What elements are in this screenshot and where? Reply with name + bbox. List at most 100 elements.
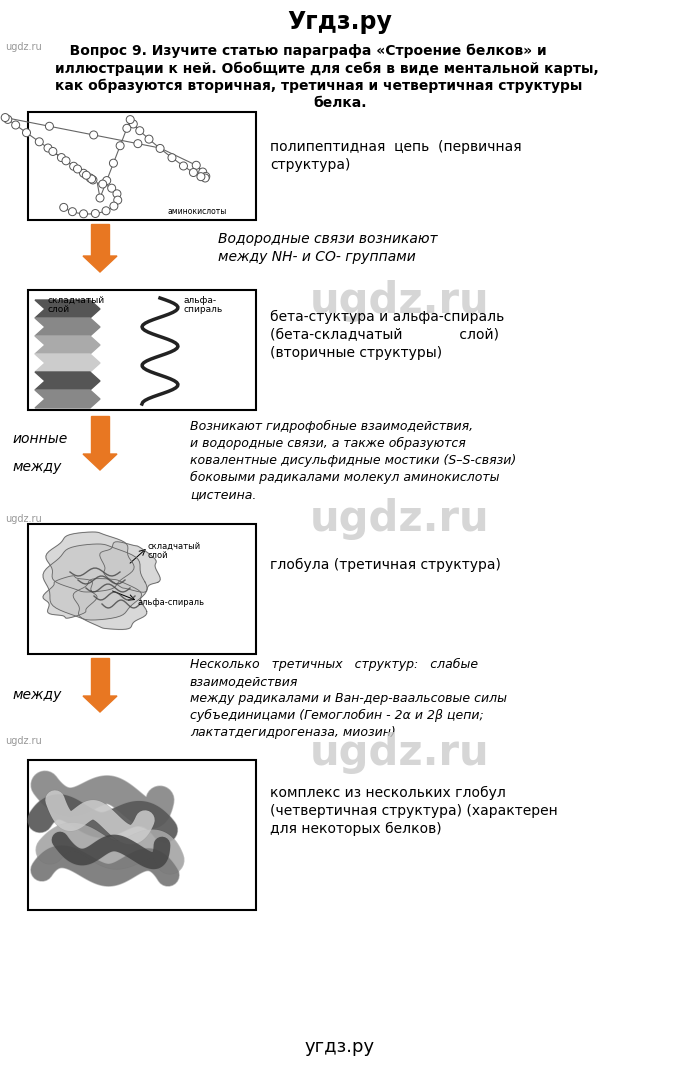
Polygon shape — [35, 335, 100, 354]
Bar — [91, 224, 109, 256]
Circle shape — [35, 137, 44, 146]
Text: взаимодействия: взаимодействия — [190, 675, 299, 688]
Text: альфа-: альфа- — [183, 296, 216, 305]
Text: комплекс из нескольких глобул: комплекс из нескольких глобул — [270, 786, 506, 800]
Text: белка.: белка. — [313, 96, 367, 110]
Text: Вопрос 9. Изучите статью параграфа «Строение белков» и: Вопрос 9. Изучите статью параграфа «Стро… — [55, 44, 547, 59]
Bar — [91, 658, 109, 697]
Text: Возникают гидрофобные взаимодействия,: Возникают гидрофобные взаимодействия, — [190, 420, 473, 433]
Circle shape — [168, 153, 176, 162]
Text: спираль: спираль — [183, 305, 222, 314]
Circle shape — [103, 177, 111, 184]
Text: ugdz.ru: ugdz.ru — [5, 736, 41, 746]
Bar — [91, 416, 109, 454]
Text: Угдз.ру: Угдз.ру — [288, 10, 392, 34]
Circle shape — [88, 175, 96, 183]
Polygon shape — [83, 697, 117, 712]
Text: как образуются вторичная, третичная и четвертичная структуры: как образуются вторичная, третичная и че… — [55, 79, 582, 94]
Text: полипептидная  цепь  (первичная: полипептидная цепь (первичная — [270, 140, 522, 154]
Text: субъединицами (Гемоглобин - 2α и 2β цепи;: субъединицами (Гемоглобин - 2α и 2β цепи… — [190, 709, 483, 722]
Text: складчатый: складчатый — [48, 296, 105, 305]
Circle shape — [110, 202, 118, 210]
Circle shape — [49, 147, 57, 155]
Circle shape — [107, 184, 116, 192]
Polygon shape — [35, 318, 100, 335]
Circle shape — [109, 159, 118, 167]
Text: ugdz.ru: ugdz.ru — [310, 732, 490, 774]
Text: (четвертичная структура) (характерен: (четвертичная структура) (характерен — [270, 804, 558, 818]
Circle shape — [114, 196, 122, 204]
Text: бета-стуктура и альфа-спираль: бета-стуктура и альфа-спираль — [270, 310, 505, 324]
Text: аминокислоты: аминокислоты — [168, 207, 227, 216]
Text: боковыми радикалами молекул аминокислоты: боковыми радикалами молекул аминокислоты — [190, 471, 500, 485]
Bar — [28, 290, 256, 410]
Circle shape — [1, 114, 10, 121]
Bar — [28, 760, 256, 910]
Text: угдз.ру: угдз.ру — [305, 1038, 375, 1056]
Circle shape — [89, 176, 97, 184]
Polygon shape — [43, 576, 97, 618]
Polygon shape — [35, 372, 100, 390]
Circle shape — [116, 142, 124, 150]
Text: слой: слой — [148, 551, 169, 560]
Circle shape — [91, 210, 99, 217]
Text: ugdz.ru: ugdz.ru — [5, 42, 41, 52]
Polygon shape — [46, 532, 134, 592]
Circle shape — [126, 116, 134, 124]
Circle shape — [190, 168, 197, 177]
Text: и водородные связи, а также образуются: и водородные связи, а также образуются — [190, 437, 466, 450]
Circle shape — [202, 173, 210, 180]
Circle shape — [69, 208, 76, 216]
Bar — [28, 524, 256, 654]
Polygon shape — [35, 354, 100, 372]
Circle shape — [80, 210, 88, 218]
Circle shape — [80, 169, 88, 177]
Polygon shape — [83, 256, 117, 272]
Circle shape — [199, 168, 207, 176]
Text: ugdz.ru: ugdz.ru — [5, 514, 41, 524]
Text: Водородные связи возникают: Водородные связи возникают — [218, 232, 438, 246]
Text: между: между — [12, 460, 61, 474]
Circle shape — [44, 144, 52, 152]
Polygon shape — [35, 300, 100, 318]
Circle shape — [60, 203, 68, 212]
Circle shape — [145, 135, 153, 143]
Circle shape — [73, 165, 82, 173]
Text: глобула (третичная структура): глобула (третичная структура) — [270, 558, 501, 572]
Text: лактатдегидрогеназа, миозин): лактатдегидрогеназа, миозин) — [190, 726, 396, 739]
Text: слой: слой — [48, 305, 70, 314]
Text: между радикалами и Ван-дер-ваальсовые силы: между радикалами и Ван-дер-ваальсовые си… — [190, 692, 507, 705]
Circle shape — [69, 162, 78, 170]
Bar — [28, 112, 256, 220]
Circle shape — [46, 122, 54, 130]
Text: (бета-складчатый             слой): (бета-складчатый слой) — [270, 328, 499, 342]
Text: ковалентные дисульфидные мостики (S–S-связи): ковалентные дисульфидные мостики (S–S-св… — [190, 454, 516, 466]
Circle shape — [62, 157, 70, 165]
Text: между: между — [12, 688, 61, 702]
Circle shape — [4, 115, 12, 124]
Circle shape — [96, 194, 104, 202]
Text: иллюстрации к ней. Обобщите для себя в виде ментальной карты,: иллюстрации к ней. Обобщите для себя в в… — [55, 62, 599, 77]
Text: альфа-спираль: альфа-спираль — [138, 599, 205, 607]
Text: для некоторых белков): для некоторых белков) — [270, 822, 441, 836]
Circle shape — [156, 145, 164, 152]
Text: цистеина.: цистеина. — [190, 488, 256, 501]
Text: Несколько   третичных   структур:   слабые: Несколько третичных структур: слабые — [190, 658, 478, 671]
Circle shape — [90, 131, 98, 138]
Polygon shape — [43, 544, 147, 620]
Circle shape — [22, 129, 31, 136]
Text: ugdz.ru: ugdz.ru — [310, 280, 490, 322]
Circle shape — [134, 140, 142, 148]
Polygon shape — [100, 542, 160, 592]
Text: складчатый: складчатый — [148, 542, 201, 551]
Circle shape — [129, 120, 137, 128]
Circle shape — [86, 174, 94, 182]
Circle shape — [123, 125, 131, 132]
Circle shape — [180, 162, 188, 170]
Text: между NH- и СО- группами: между NH- и СО- группами — [218, 250, 415, 264]
Text: ugdz.ru: ugdz.ru — [310, 498, 490, 540]
Circle shape — [12, 121, 20, 129]
Circle shape — [99, 180, 107, 189]
Circle shape — [113, 190, 121, 198]
Text: структура): структура) — [270, 158, 350, 173]
